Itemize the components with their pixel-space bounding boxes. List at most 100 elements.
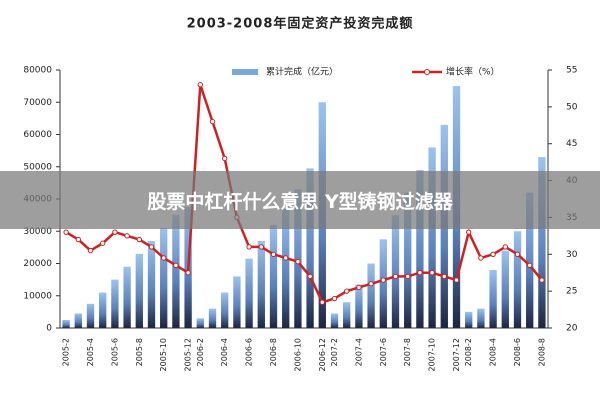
line-marker [417,270,423,276]
x-tick-label: 2007-6 [379,338,388,366]
line-marker [87,247,94,254]
bar [306,168,314,328]
line-marker [100,240,106,246]
line-marker [136,236,143,243]
bar [538,157,546,328]
line-marker [258,244,264,250]
bar [513,231,522,328]
x-tick-label: 2006-10 [293,338,302,371]
x-tick-label: 2005-2 [62,338,71,366]
line-marker [466,229,472,235]
x-tick-label: 2007-4 [354,338,363,366]
y2-tick-label: 50 [566,102,578,112]
line-marker [148,244,155,250]
bar [379,239,387,328]
y-tick-label: 10000 [23,291,52,301]
y2-tick-label: 55 [566,66,577,76]
x-tick-label: 2006-4 [220,338,229,366]
bar [135,253,143,328]
bar [221,292,229,328]
y2-tick-label: 25 [566,287,577,297]
line-marker [429,270,435,276]
x-tick-label: 2008-6 [513,338,522,366]
line-marker [173,262,179,269]
line-marker [356,284,362,291]
line-marker [368,281,374,287]
y2-tick-label: 45 [566,139,577,149]
bar [416,169,424,328]
y-tick-label: 50000 [23,162,52,172]
line-marker [331,295,338,302]
chart-title: 2003-2008年固定资产投资完成额 [187,16,414,32]
bar [147,240,156,328]
line-marker [161,255,167,261]
line-marker [112,229,118,235]
bar [428,147,436,328]
x-tick-label: 2005-12 [184,338,193,371]
y-tick-label: 70000 [23,98,52,108]
line-marker [527,262,533,269]
line-marker [307,273,313,280]
bar [208,308,217,328]
bar [196,318,204,328]
bar [257,240,265,328]
bar [404,192,412,328]
banner: 股票中杠杆什么意思 Y型铸钢过滤器 [0,171,600,229]
y-tick-label: 0 [46,324,52,334]
bar [343,302,351,328]
line-marker [514,251,521,257]
bar [172,215,180,328]
bar [465,311,473,328]
bar [86,303,95,328]
line-marker [478,255,484,261]
line-marker [283,255,289,261]
bar [526,192,534,328]
bar [160,228,168,328]
bar [294,189,302,328]
bar [245,258,253,328]
line-marker [405,273,411,280]
line-marker [197,82,204,88]
bar [367,263,375,328]
y2-tick-label: 20 [566,324,578,334]
line-marker [295,258,301,265]
bar [111,279,119,328]
x-tick-label: 2006-2 [196,338,205,366]
legend-label: 增长率（%） [446,66,500,78]
y2-tick-label: 30 [566,250,578,260]
y-tick-label: 80000 [23,66,52,76]
x-tick-label: 2005-10 [159,338,168,371]
line-marker [185,270,191,276]
line-marker [344,288,350,294]
x-tick-label: 2007-10 [428,338,437,371]
bar [477,308,485,328]
y-tick-label: 30000 [23,227,52,237]
y-tick-label: 20000 [23,259,52,269]
x-tick-label: 2007-2 [330,338,339,366]
bar [489,269,497,328]
y-tick-label: 60000 [23,130,52,140]
x-tick-label: 2005-6 [110,338,119,366]
bar [391,215,400,328]
line-marker [539,277,545,283]
x-tick-label: 2008-2 [464,338,473,366]
line-marker [453,277,460,283]
line-marker [124,233,130,239]
line-marker [319,299,325,305]
bar [282,208,290,328]
line-marker [380,277,386,283]
line-marker [392,273,399,280]
line-marker [270,251,277,257]
line [65,84,543,304]
line-marker [441,273,447,280]
line-marker [209,118,216,125]
line-marker [63,229,69,235]
x-tick-label: 2005-4 [86,338,95,366]
line-marker [246,244,252,250]
x-tick-label: 2006-6 [245,338,254,366]
bar [99,292,107,328]
x-tick-label: 2006-12 [318,338,327,371]
bar [233,276,241,328]
